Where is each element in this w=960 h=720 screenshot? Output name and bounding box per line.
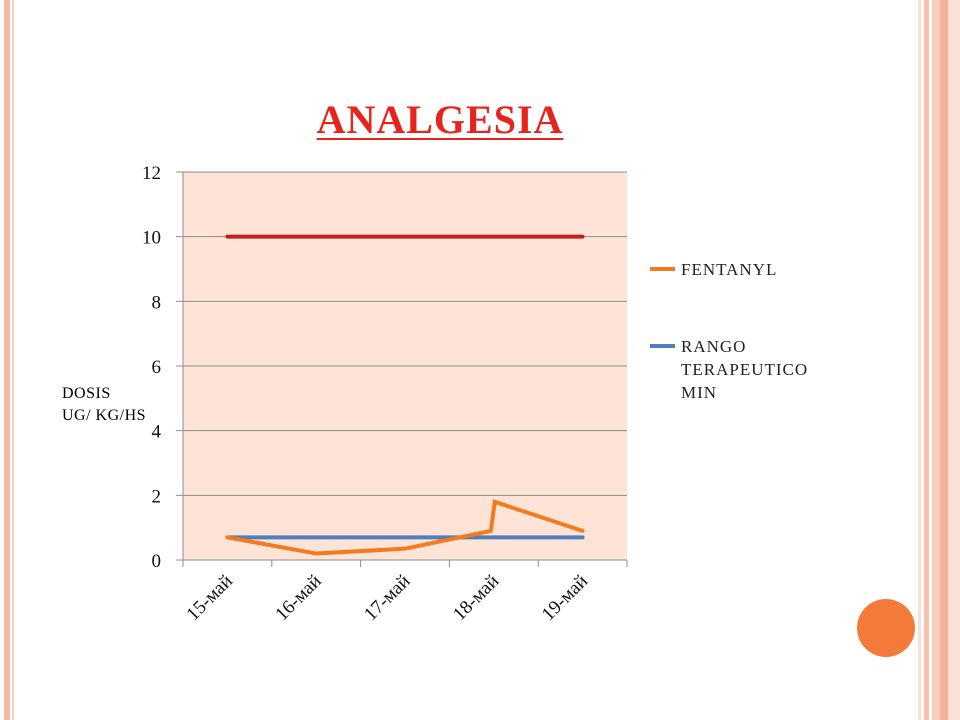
y-tick-label: 12 (142, 163, 161, 184)
x-tick-label: 18-май (449, 571, 503, 625)
legend-label-rango-line2: TERAPEUTICO (681, 360, 809, 379)
y-axis-label: DOSIS UG/ KG/HS (62, 383, 162, 427)
y-tick-label: 0 (152, 551, 162, 572)
legend-item-fentanyl: FENTANYL (650, 258, 870, 281)
decorative-orange-circle (857, 599, 915, 657)
series-line-fentanyl (225, 499, 585, 556)
legend-swatch-fentanyl (650, 267, 675, 271)
legend-swatch-rango-min (650, 344, 675, 348)
slide-frame-left-inner (12, 0, 14, 720)
slide-frame-left (4, 0, 10, 720)
y-axis-label-line2: UG/ KG/HS (62, 407, 147, 424)
y-tick-label: 4 (152, 422, 162, 443)
y-tick-label: 8 (152, 292, 162, 313)
chart-title: ANALGESIA (316, 97, 564, 142)
legend-item-rango-min: RANGO TERAPEUTICO MIN (650, 335, 870, 404)
x-tick-label: 19-май (538, 571, 592, 625)
legend: FENTANYL RANGO TERAPEUTICO MIN (650, 258, 870, 404)
axes (176, 171, 628, 567)
y-tick-label: 2 (152, 486, 162, 507)
legend-label-fentanyl: FENTANYL (681, 260, 778, 279)
y-tick-labels: 0 2 4 6 8 10 12 (142, 163, 162, 572)
slide-frame-right (918, 0, 960, 720)
y-tick-label: 10 (142, 228, 161, 249)
y-tick-label: 6 (152, 357, 162, 378)
x-tick-label: 15-май (183, 571, 237, 625)
y-axis-label-line1: DOSIS (62, 385, 111, 402)
legend-label-rango-line3: MIN (681, 383, 718, 402)
x-tick-labels: 15-май 16-май 17-май 18-май 19-май (183, 571, 593, 625)
legend-label-rango-line1: RANGO (681, 337, 747, 356)
x-tick-label: 16-май (271, 571, 325, 625)
series-lines (225, 234, 585, 556)
x-tick-label: 17-май (360, 571, 414, 625)
